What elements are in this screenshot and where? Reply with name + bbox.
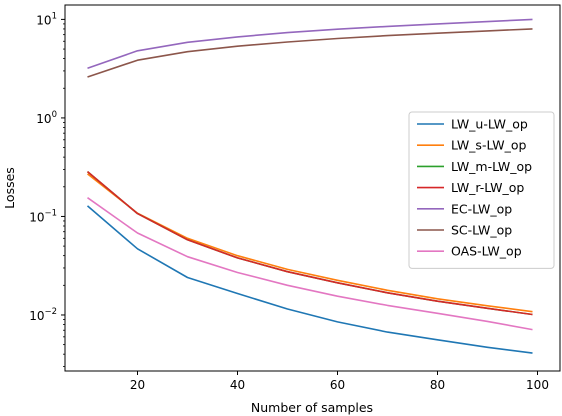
x-tick-label-4: 80 [430, 378, 445, 392]
y-tick-label-1: 10−2 [29, 307, 57, 323]
x-tick-label-2: 40 [230, 378, 245, 392]
series-line-6 [87, 28, 533, 78]
legend-label-1: LW_u-LW_op [451, 117, 528, 132]
x-tick-label-3: 60 [330, 378, 345, 392]
series-line-7 [87, 197, 533, 331]
legend: LW_u-LW_op LW_s-LW_op LW_m-LW_op LW_r-LW_op… [408, 111, 555, 269]
legend-label-4: LW_r-LW_op [451, 180, 524, 195]
legend-box [408, 111, 555, 269]
series-line-1 [86, 205, 533, 354]
y-tick-label-4: 101 [36, 11, 57, 27]
x-tick-label-1: 20 [130, 378, 145, 392]
series-line-5 [87, 18, 533, 69]
y-axis-label: Losses [2, 167, 17, 209]
series-line-2 [87, 173, 533, 313]
series-layer [86, 18, 533, 354]
y-tick-label-3: 100 [36, 110, 57, 126]
series-line-4 [86, 170, 533, 316]
x-axis: 20 40 60 80 100 [130, 371, 549, 392]
legend-label-2: LW_s-LW_op [451, 138, 527, 153]
x-tick-label-5: 100 [526, 378, 549, 392]
y-tick-label-2: 10−1 [29, 208, 57, 224]
legend-label-5: EC-LW_op [451, 201, 512, 216]
y-axis: 10−2 10−1 100 101 [29, 11, 65, 367]
legend-label-3: LW_m-LW_op [451, 159, 532, 174]
plot-frame [64, 4, 561, 372]
legend-label-7: OAS-LW_op [451, 244, 522, 259]
legend-label-6: SC-LW_op [451, 223, 512, 238]
x-axis-label: Number of samples [251, 400, 373, 415]
